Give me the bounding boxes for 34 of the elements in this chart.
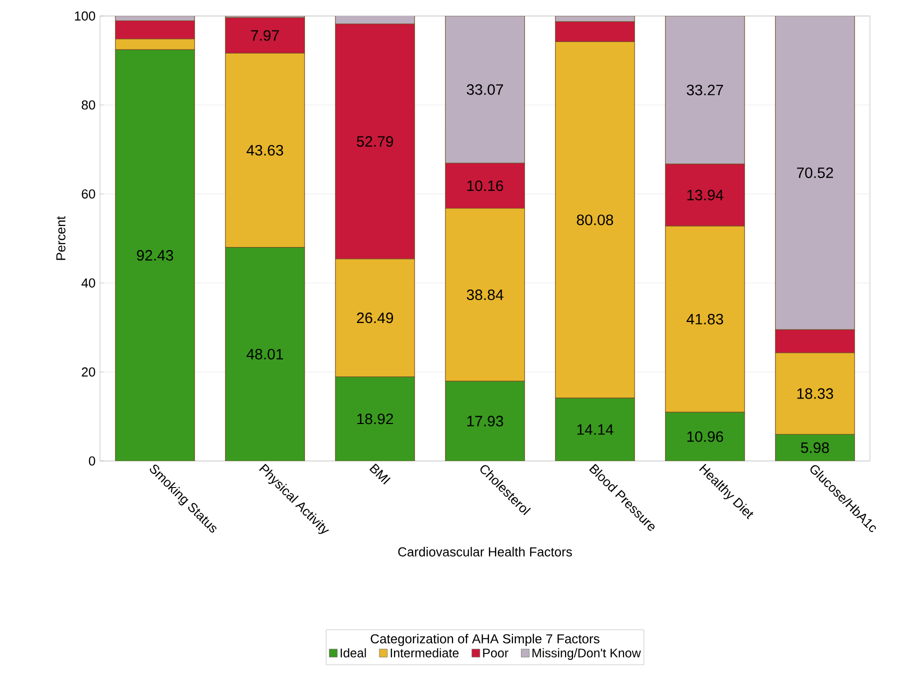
data-label: 18.92 xyxy=(357,414,394,424)
data-label: 10.96 xyxy=(687,431,724,442)
data-label: 5.98 xyxy=(800,442,829,453)
data-label: 26.49 xyxy=(356,312,394,324)
data-label: 10.16 xyxy=(467,180,504,192)
x-axis-title: Cardiovascular Health Factors xyxy=(398,546,572,556)
y-tick-label: 80 xyxy=(82,100,96,110)
data-label: 41.83 xyxy=(686,314,724,324)
legend-label: Poor xyxy=(483,648,508,658)
data-label: 33.27 xyxy=(686,84,724,96)
legend-label: Missing/Don't Know xyxy=(532,648,641,660)
data-label: 17.93 xyxy=(467,416,504,426)
data-label: 92.43 xyxy=(136,250,174,261)
data-label: 33.07 xyxy=(466,84,504,95)
data-label: 14.14 xyxy=(577,424,614,435)
data-label: 48.01 xyxy=(246,348,284,360)
y-tick-label: 100 xyxy=(74,11,96,21)
data-label: 38.84 xyxy=(466,289,504,300)
legend-title: Categorization of AHA Simple 7 Factors xyxy=(370,634,600,646)
y-axis-title: Percent xyxy=(56,216,66,260)
data-label: 7.97 xyxy=(251,30,279,41)
y-tick-label: 0 xyxy=(88,456,96,466)
data-label: 18.33 xyxy=(797,388,834,399)
data-label: 80.08 xyxy=(576,214,614,226)
data-label: 52.79 xyxy=(356,136,394,147)
data-label: 70.52 xyxy=(796,167,834,178)
x-tick-label: BMI xyxy=(369,463,390,485)
data-label: 43.63 xyxy=(246,144,284,156)
y-tick-label: 20 xyxy=(82,367,96,377)
data-label: 13.94 xyxy=(687,190,724,200)
legend-label: Intermediate xyxy=(390,648,459,658)
legend-label: Ideal xyxy=(340,648,366,658)
y-tick-label: 60 xyxy=(82,189,96,199)
y-tick-label: 40 xyxy=(81,278,96,288)
